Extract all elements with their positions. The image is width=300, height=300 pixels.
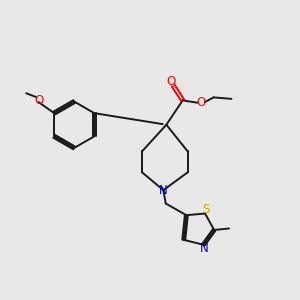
Text: O: O [196, 96, 206, 109]
Text: N: N [159, 184, 168, 196]
Text: N: N [200, 242, 208, 255]
Text: O: O [34, 94, 43, 106]
Text: O: O [166, 74, 176, 88]
Text: S: S [202, 203, 209, 216]
